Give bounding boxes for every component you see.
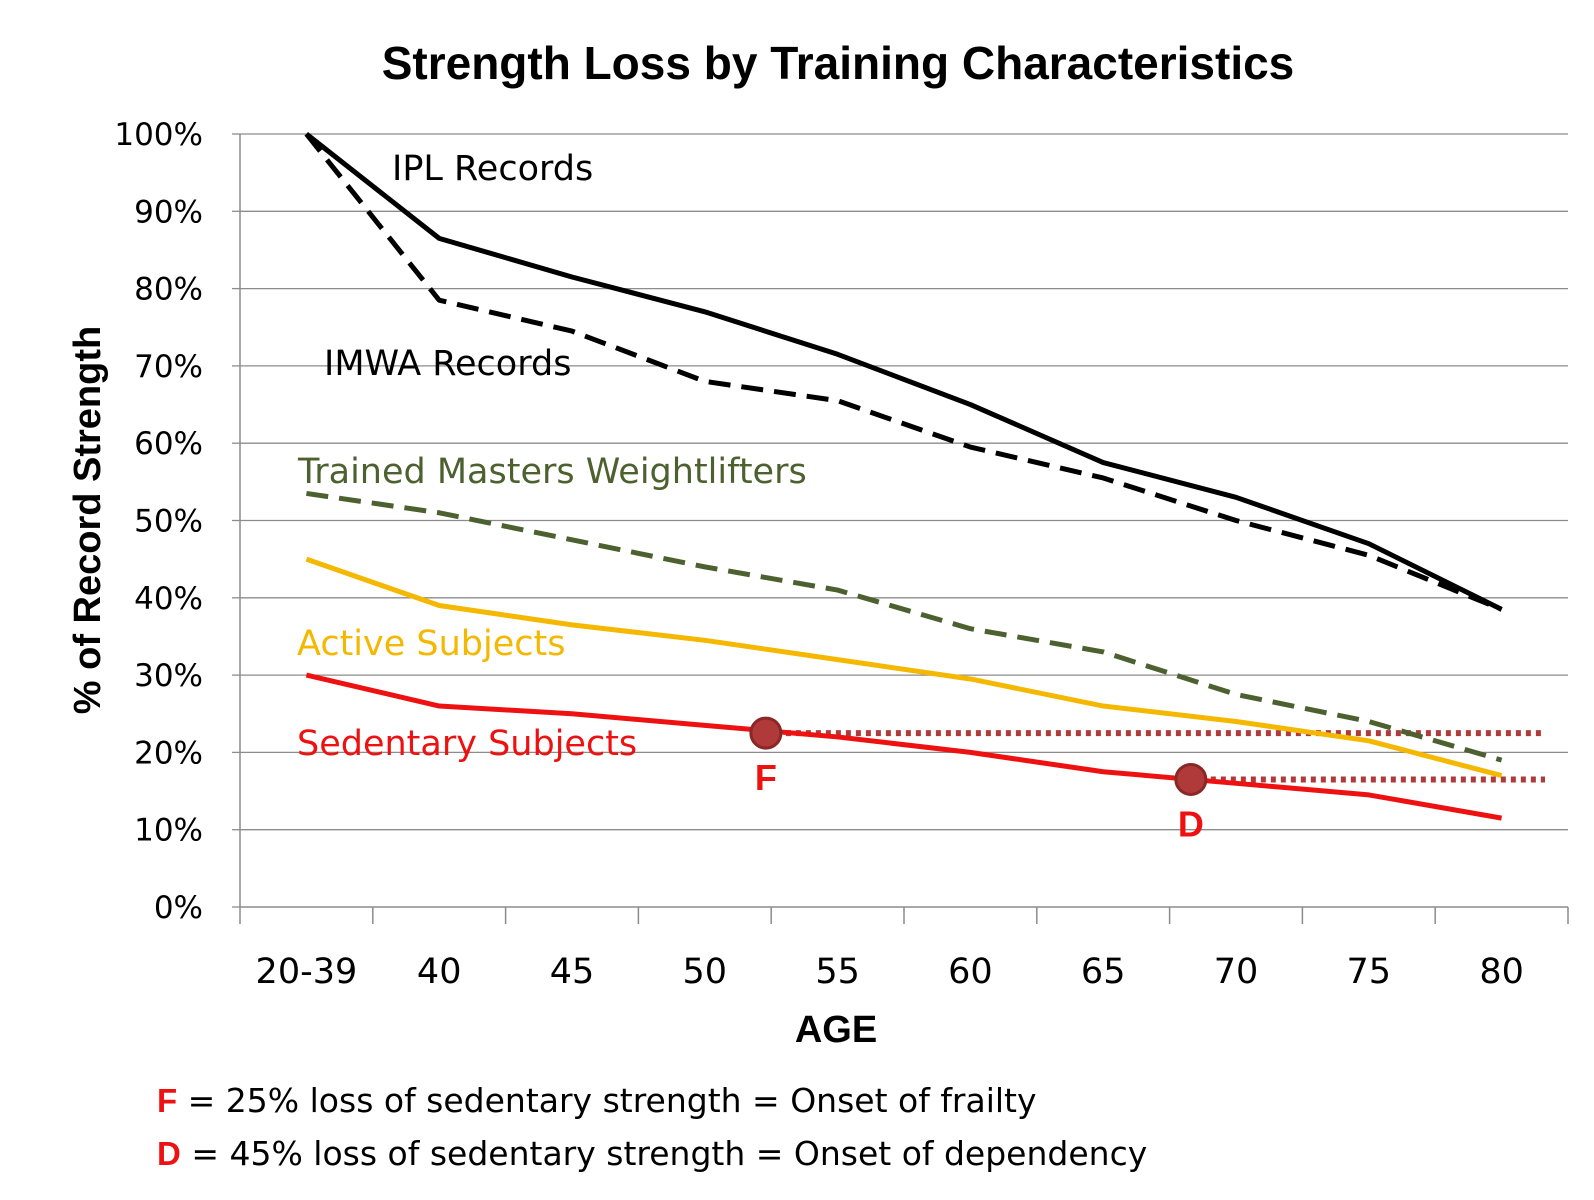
marker-label-F: F <box>755 757 777 798</box>
series-lines <box>304 132 1503 821</box>
x-tick-label: 45 <box>550 952 595 992</box>
x-tick-label: 20-39 <box>256 952 358 992</box>
series-line-active-subjects <box>305 556 1503 779</box>
y-tick-label: 60% <box>134 426 203 462</box>
y-tick-labels: 0% 10% 20% 30% 40% 50% 60% 70% 80% 90% 100% <box>114 117 203 926</box>
y-tick-label: 70% <box>134 349 203 385</box>
footnote-frailty-key: F <box>157 1082 177 1119</box>
series-label-trained: Trained Masters Weightlifters <box>297 452 807 492</box>
footnote-dependency-text: = 45% loss of sedentary strength = Onset… <box>181 1134 1147 1173</box>
y-axis-title: % of Record Strength <box>67 326 109 714</box>
y-tick-label: 100% <box>114 117 203 153</box>
x-tick-label: 40 <box>417 952 462 992</box>
x-axis-title: AGE <box>795 1009 877 1051</box>
y-tick-label: 20% <box>134 735 203 771</box>
gridlines <box>232 133 1568 908</box>
y-tick-label: 90% <box>134 194 203 230</box>
y-tick-label: 10% <box>134 813 203 849</box>
x-tick-label: 70 <box>1214 952 1259 992</box>
y-tick-label: 80% <box>134 272 203 308</box>
marker-D <box>1174 762 1208 796</box>
y-tick-label: 40% <box>134 581 203 617</box>
series-label-active: Active Subjects <box>297 624 565 664</box>
marker-label-D: D <box>1178 803 1204 844</box>
x-tick-label: 80 <box>1479 952 1524 992</box>
x-tick-label: 60 <box>948 952 993 992</box>
series-line-trained-masters-weightlifters <box>306 490 1503 763</box>
series-label-imwa: IMWA Records <box>324 344 571 384</box>
chart-title: Strength Loss by Training Characteristic… <box>382 37 1295 89</box>
series-line-sedentary-subjects <box>305 672 1503 821</box>
footnote-dependency-key: D <box>157 1135 181 1172</box>
footnote-frailty-text: = 25% loss of sedentary strength = Onset… <box>177 1081 1036 1120</box>
marker-F <box>749 716 783 750</box>
series-label-sedentary: Sedentary Subjects <box>297 724 637 764</box>
series-label-ipl: IPL Records <box>392 149 593 189</box>
footnote-dependency: D = 45% loss of sedentary strength = Ons… <box>157 1134 1147 1173</box>
y-tick-label: 0% <box>154 890 203 926</box>
threshold-markers: FD <box>749 716 1208 844</box>
footnote-frailty: F = 25% loss of sedentary strength = Ons… <box>157 1081 1037 1120</box>
x-axis: 20-39 40 45 50 55 60 65 70 75 80 <box>239 134 1569 992</box>
x-tick-label: 65 <box>1081 952 1126 992</box>
x-tick-label: 75 <box>1347 952 1392 992</box>
y-tick-label: 30% <box>134 658 203 694</box>
y-tick-label: 50% <box>134 504 203 540</box>
series-line-ipl-records <box>304 132 1503 612</box>
series-line-imwa-records <box>304 132 1503 612</box>
x-tick-label: 55 <box>815 952 860 992</box>
x-tick-label: 50 <box>683 952 728 992</box>
